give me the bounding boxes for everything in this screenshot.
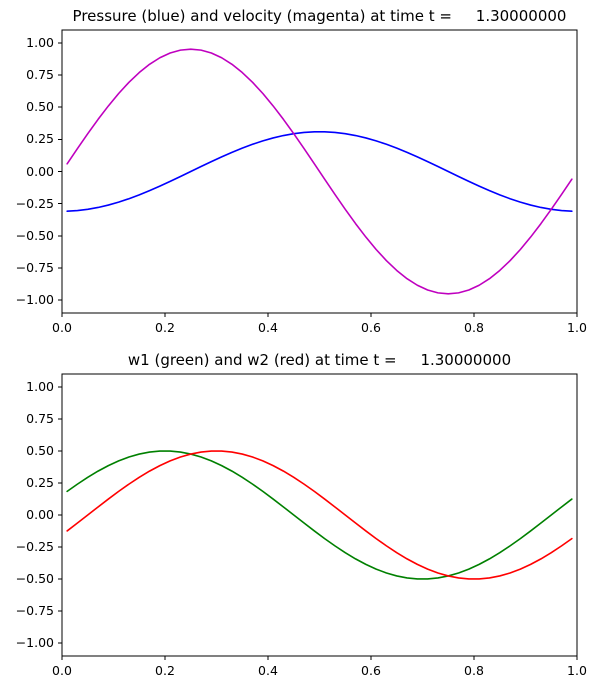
y-tick-label: 0.75 [26,67,54,83]
y-tick-label: −0.50 [15,227,54,243]
w1-curve [66,450,573,580]
pressure-curve [66,131,573,212]
x-tick-label: 0.0 [52,320,72,335]
x-tick-label: 0.8 [464,663,484,678]
x-tick-label: 0.2 [155,663,175,678]
x-tick-label: 0.8 [464,320,484,335]
y-tick-label: −0.25 [15,195,54,211]
pressure-velocity-plot-title: Pressure (blue) and velocity (magenta) a… [72,7,567,25]
axes-frame [61,373,578,657]
y-tick-label: −0.75 [15,259,54,275]
y-tick-label: −0.50 [15,571,54,587]
y-tick-label: 0.00 [26,163,54,179]
w1-w2-plot-title: w1 (green) and w2 (red) at time t = 1.30… [127,351,512,369]
x-tick-label: 1.0 [567,320,587,335]
y-tick-label: 0.50 [26,99,54,115]
x-tick-label: 0.6 [361,663,381,678]
y-tick-label: 0.75 [26,410,54,426]
x-tick-label: 0.2 [155,320,175,335]
velocity-curve [66,48,573,295]
x-tick-label: 0.4 [258,320,278,335]
y-tick-label: −0.25 [15,539,54,555]
y-tick-label: −1.00 [15,635,54,651]
x-tick-label: 1.0 [567,663,587,678]
y-tick-label: 0.25 [26,131,54,147]
y-tick-label: 0.25 [26,474,54,490]
y-tick-label: 1.00 [26,378,54,394]
x-tick-label: 0.6 [361,320,381,335]
x-tick-label: 0.4 [258,663,278,678]
y-tick-label: −1.00 [15,292,54,308]
x-tick-label: 0.0 [52,663,72,678]
axes-frame [61,29,578,314]
y-tick-label: −0.75 [15,603,54,619]
y-tick-label: 1.00 [26,34,54,50]
y-tick-label: 0.50 [26,442,54,458]
y-tick-label: 0.00 [26,507,54,522]
w2-curve [66,450,573,580]
